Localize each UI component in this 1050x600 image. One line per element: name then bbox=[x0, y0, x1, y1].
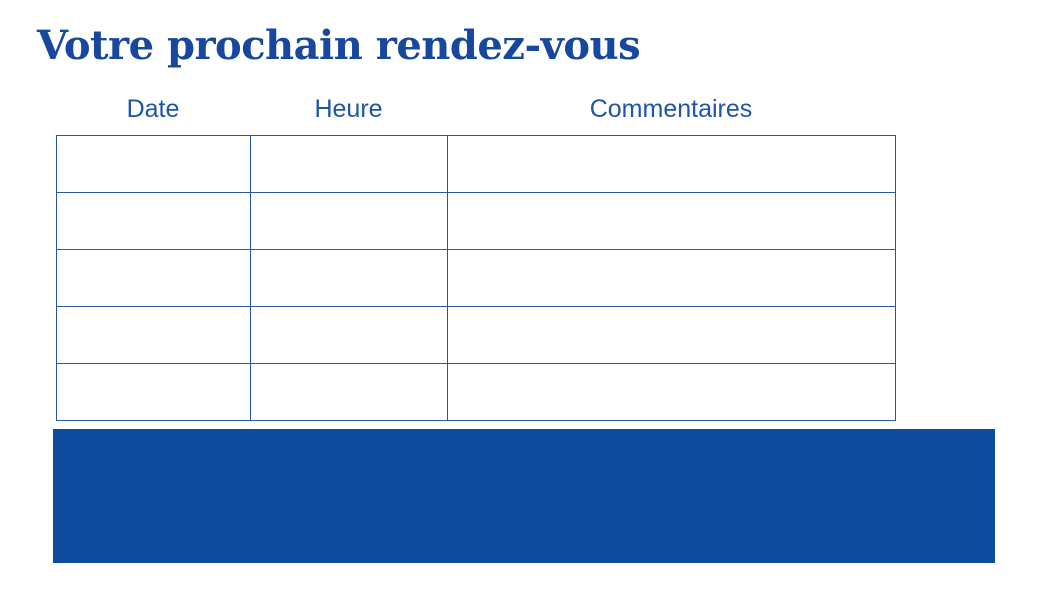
table-cell-date bbox=[56, 249, 251, 307]
table-cell-date bbox=[56, 135, 251, 193]
appointments-table bbox=[56, 135, 896, 421]
table-cell-date bbox=[56, 306, 251, 364]
appointments-table-body bbox=[56, 135, 896, 421]
table-cell-date bbox=[56, 192, 251, 250]
table-row bbox=[56, 249, 896, 307]
column-header-date: Date bbox=[126, 95, 180, 123]
column-header-heure: Heure bbox=[314, 95, 383, 123]
table-cell-date bbox=[56, 363, 251, 421]
table-row bbox=[56, 363, 896, 421]
table-row bbox=[56, 135, 896, 193]
table-cell-commentaires bbox=[447, 249, 896, 307]
column-header-commentaires: Commentaires bbox=[589, 95, 753, 123]
table-cell-heure bbox=[250, 135, 448, 193]
table-cell-heure bbox=[250, 192, 448, 250]
table-row bbox=[56, 306, 896, 364]
table-cell-heure bbox=[250, 249, 448, 307]
table-cell-heure bbox=[250, 306, 448, 364]
table-cell-commentaires bbox=[447, 135, 896, 193]
table-cell-commentaires bbox=[447, 363, 896, 421]
footer-banner bbox=[53, 429, 995, 563]
table-row bbox=[56, 192, 896, 250]
page-title: Votre prochain rendez-vous bbox=[37, 22, 641, 69]
table-cell-commentaires bbox=[447, 306, 896, 364]
table-cell-heure bbox=[250, 363, 448, 421]
table-column-headers: Date Heure Commentaires bbox=[56, 94, 895, 124]
table-cell-commentaires bbox=[447, 192, 896, 250]
